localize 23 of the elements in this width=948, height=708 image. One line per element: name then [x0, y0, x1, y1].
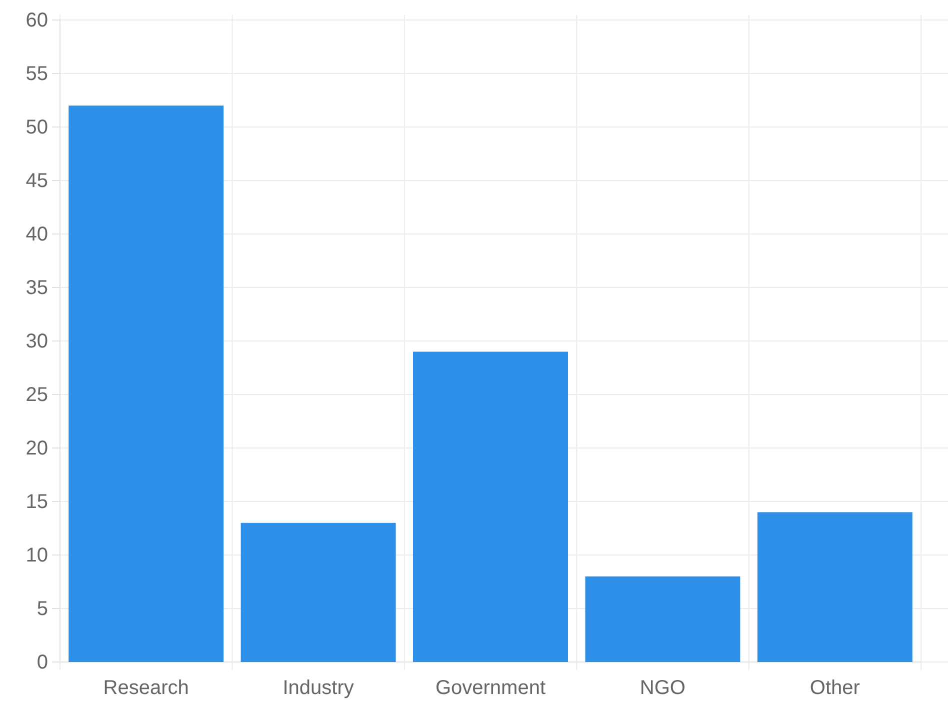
y-tick-label: 0	[36, 651, 48, 674]
y-tick-label: 30	[26, 330, 48, 352]
bar	[68, 106, 224, 662]
y-tick-label: 5	[36, 598, 48, 620]
bar	[413, 352, 568, 662]
y-tick-label: 40	[26, 223, 48, 246]
y-tick-label: 50	[26, 116, 48, 138]
y-tick-label: 55	[26, 62, 48, 85]
x-tick-label: Government	[435, 677, 546, 700]
y-tick-label: 20	[26, 437, 48, 460]
x-tick-label: Industry	[282, 677, 354, 700]
y-tick-label: 15	[26, 490, 48, 513]
x-tick-label: NGO	[640, 677, 686, 700]
y-tick-label: 60	[26, 9, 48, 32]
bar	[585, 576, 740, 662]
y-tick-label: 45	[26, 170, 48, 192]
bar	[757, 512, 912, 662]
bar	[240, 522, 396, 662]
y-tick-label: 10	[26, 544, 48, 566]
y-tick-label: 35	[26, 276, 48, 299]
x-tick-label: Other	[810, 677, 860, 700]
y-tick-label: 25	[26, 384, 48, 406]
x-tick-label: Research	[103, 677, 189, 700]
